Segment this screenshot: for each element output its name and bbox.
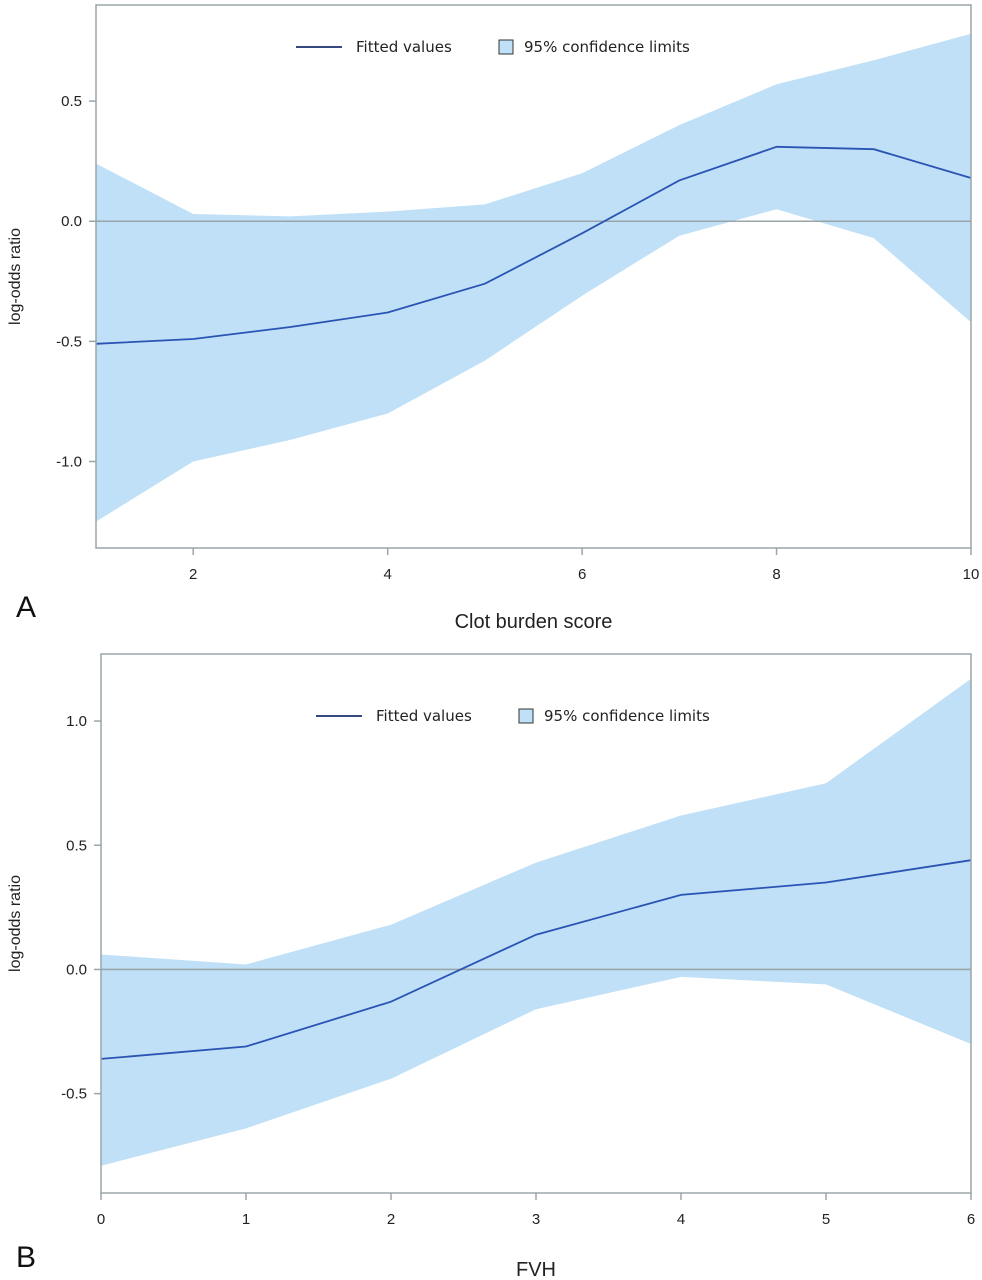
chart-b-legend-band-label: 95% confidence limits: [544, 707, 710, 725]
chart-a-panel-label: A: [16, 591, 36, 624]
chart-a-confidence-band: [96, 33, 971, 522]
chart-b-legend-band-swatch: [518, 708, 534, 724]
chart-a-legend-band-swatch: [498, 39, 514, 55]
chart-a-ytick-label: 0.0: [61, 213, 82, 230]
chart-b-y-axis-title: log-odds ratio: [7, 875, 24, 972]
chart-a-plot-frame: [95, 4, 972, 549]
chart-a-ytick-label: -1.0: [56, 454, 82, 471]
chart-panel-b: 0 1 2 3 4 5 6 1.0 0.5 0.0 -0.5 Fitted values 95% …: [7, 653, 975, 1280]
chart-a-xticks: 2 4 6 8 10: [189, 548, 979, 583]
chart-b-legend: Fitted values 95% confidence limits: [316, 707, 710, 725]
chart-b-xtick-label: 5: [822, 1211, 830, 1228]
chart-b-confidence-band: [101, 678, 971, 1166]
chart-b-yticks: 1.0 0.5 0.0 -0.5: [61, 713, 101, 1103]
chart-a-y-axis-title: log-odds ratio: [7, 228, 24, 325]
chart-a-line-layer: [95, 145, 972, 345]
chart-panel-a: 2 4 6 8 10 0.5 0.0 -0.5 -1.0 Fitted values 95% …: [7, 4, 979, 633]
chart-b-legend-line-label: Fitted values: [376, 707, 472, 725]
chart-b-xtick-label: 2: [387, 1211, 395, 1228]
chart-a-x-axis-title: Clot burden score: [455, 611, 613, 633]
chart-a-xtick-label: 2: [189, 566, 197, 583]
chart-a-xtick-label: 10: [963, 566, 980, 583]
chart-b-line-layer: [100, 859, 972, 1060]
chart-a-band-layer: [96, 33, 971, 522]
chart-b-xtick-label: 3: [532, 1211, 540, 1228]
chart-b-ytick-label: 0.5: [66, 837, 87, 854]
chart-b-ytick-label: -0.5: [61, 1086, 87, 1103]
chart-b-xtick-label: 4: [677, 1211, 685, 1228]
chart-b-fitted-line: [100, 859, 972, 1060]
chart-a-xtick-label: 6: [578, 566, 586, 583]
chart-b-panel-label: B: [16, 1241, 36, 1274]
chart-b-x-axis-title: FVH: [516, 1259, 556, 1280]
chart-a-xtick-label: 4: [383, 566, 391, 583]
chart-b-ytick-label: 1.0: [66, 713, 87, 730]
chart-b-xticks: 0 1 2 3 4 5 6: [97, 1193, 975, 1228]
chart-b-ytick-label: 0.0: [66, 961, 87, 978]
chart-a-legend: Fitted values 95% confidence limits: [296, 38, 690, 56]
chart-a-ytick-label: -0.5: [56, 333, 82, 350]
chart-b-xtick-label: 6: [967, 1211, 975, 1228]
chart-a-xtick-label: 8: [772, 566, 780, 583]
chart-b-xtick-label: 1: [242, 1211, 250, 1228]
chart-b-xtick-label: 0: [97, 1211, 105, 1228]
chart-a-ytick-label: 0.5: [61, 93, 82, 110]
chart-b-band-layer: [101, 678, 971, 1166]
chart-a-legend-line-label: Fitted values: [356, 38, 452, 56]
chart-a-legend-band-label: 95% confidence limits: [524, 38, 690, 56]
chart-a-fitted-line: [95, 145, 972, 345]
chart-a-yticks: 0.5 0.0 -0.5 -1.0: [56, 93, 96, 471]
